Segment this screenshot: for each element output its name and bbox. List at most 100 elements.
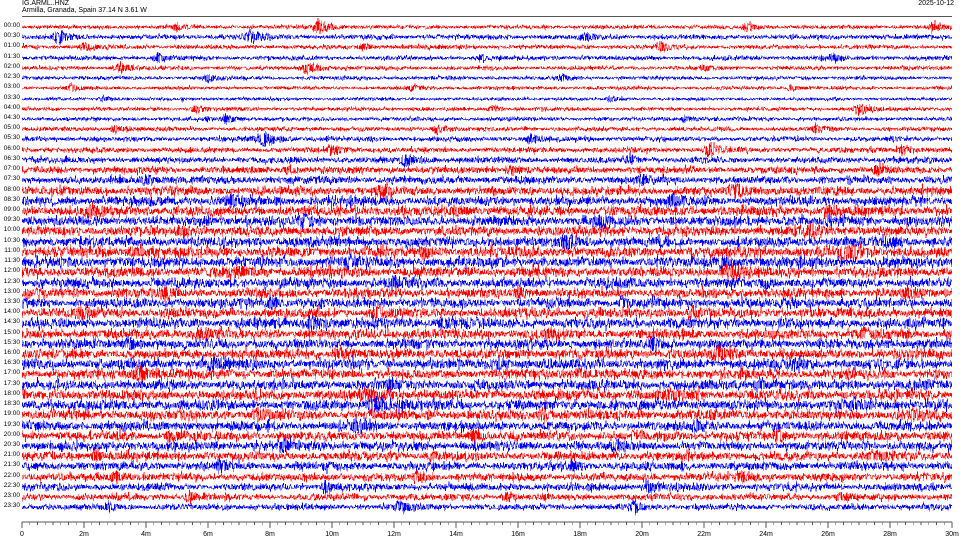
row-time-label: 01:30 (3, 52, 20, 60)
trace-row: 07:00 (0, 160, 960, 180)
seismic-trace (22, 406, 952, 425)
trace-row: 22:00 (0, 467, 960, 487)
seismic-trace (22, 285, 952, 302)
trace-row: 14:30 (0, 313, 960, 333)
header-divider (22, 16, 952, 17)
trace-row: 16:00 (0, 344, 960, 364)
axis-tick-label: 4m (141, 531, 151, 538)
trace-row: 20:00 (0, 426, 960, 446)
time-axis-svg: 0 2m 4m 6m 8m 10m 12m 14m 16m 18m 20m 22m 24m 26m 28m 3… (20, 521, 959, 538)
axis-tick-label: 0 (20, 531, 24, 538)
row-time-label: 20:30 (3, 441, 20, 449)
row-time-label: 22:00 (3, 471, 20, 479)
seismic-trace (22, 334, 952, 353)
seismic-trace (22, 233, 952, 251)
seismic-trace (22, 61, 952, 75)
row-time-label: 19:30 (3, 420, 20, 428)
axis-tick-label: 2m (79, 531, 89, 538)
seismic-trace (22, 131, 952, 148)
seismic-trace (22, 28, 952, 45)
trace-row: 19:00 (0, 405, 960, 425)
trace-row: 18:00 (0, 385, 960, 405)
trace-row: 01:00 (0, 37, 960, 57)
trace-row: 12:00 (0, 262, 960, 282)
axis-tick-label: 24m (759, 531, 773, 538)
seismic-trace (22, 41, 952, 53)
trace-row: 10:30 (0, 232, 960, 252)
trace-row: 06:30 (0, 150, 960, 170)
trace-row: 08:00 (0, 181, 960, 201)
row-time-label: 23:30 (3, 502, 20, 510)
trace-row: 14:00 (0, 303, 960, 323)
row-time-label: 05:30 (3, 134, 20, 142)
seismic-trace (22, 458, 952, 475)
row-time-label: 02:30 (3, 73, 20, 81)
row-time-label: 20:00 (3, 430, 20, 438)
axis-tick-label: 28m (883, 531, 897, 538)
row-time-label: 21:30 (3, 461, 20, 469)
seismic-trace (22, 448, 952, 464)
row-time-label: 03:30 (3, 93, 20, 101)
row-time-label: 08:30 (3, 195, 20, 203)
row-time-label: 18:30 (3, 400, 20, 408)
row-time-label: 01:00 (3, 42, 20, 50)
seismic-trace (22, 427, 952, 445)
seismic-trace (22, 385, 952, 404)
trace-row: 16:30 (0, 354, 960, 374)
time-axis: 0 2m 4m 6m 8m 10m 12m 14m 16m 18m 20m 22m 24m 26m 28m 3… (0, 512, 960, 540)
seismic-trace (22, 242, 952, 262)
row-time-label: 17:00 (3, 369, 20, 377)
row-time-label: 14:30 (3, 318, 20, 326)
seismic-trace (22, 469, 952, 485)
seismic-trace (22, 304, 952, 322)
seismic-trace (22, 355, 952, 374)
trace-row: 01:30 (0, 48, 960, 68)
seismic-trace (22, 17, 952, 35)
row-time-label: 13:00 (3, 287, 20, 295)
seismic-trace (22, 489, 952, 505)
trace-row: 21:30 (0, 456, 960, 476)
seismic-trace (22, 375, 952, 393)
row-time-label: 14:00 (3, 308, 20, 316)
trace-row: 17:30 (0, 375, 960, 395)
record-date: 2025-10-12 (918, 0, 954, 7)
seismic-trace (22, 253, 952, 272)
row-time-label: 10:00 (3, 226, 20, 234)
axis-tick-label: 14m (449, 531, 463, 538)
trace-row: 23:30 (0, 497, 960, 517)
trace-row: 15:00 (0, 324, 960, 344)
row-time-label: 16:30 (3, 359, 20, 367)
seismic-trace (22, 93, 952, 103)
seismic-trace (22, 324, 952, 342)
seismic-trace (22, 416, 952, 435)
seismic-trace (22, 212, 952, 231)
trace-row: 19:30 (0, 416, 960, 436)
row-time-label: 04:30 (3, 113, 20, 121)
seismic-trace (22, 499, 952, 516)
row-time-label: 23:00 (3, 492, 20, 500)
row-time-label: 13:30 (3, 297, 20, 305)
trace-row: 21:00 (0, 446, 960, 466)
row-time-label: 04:00 (3, 103, 20, 111)
seismic-trace (22, 263, 952, 282)
axis-tick-label: 12m (387, 531, 401, 538)
trace-row: 05:00 (0, 119, 960, 139)
seismic-trace (22, 396, 952, 414)
trace-row: 17:00 (0, 364, 960, 384)
axis-tick-label: 22m (697, 531, 711, 538)
trace-row: 20:30 (0, 436, 960, 456)
seismic-trace (22, 161, 952, 177)
seismic-trace (22, 73, 952, 84)
trace-row: 15:30 (0, 334, 960, 354)
trace-row: 02:30 (0, 68, 960, 88)
axis-tick-label: 6m (203, 531, 213, 538)
seismic-trace (22, 122, 952, 137)
trace-row: 09:30 (0, 211, 960, 231)
row-time-label: 12:30 (3, 277, 20, 285)
row-time-label: 02:00 (3, 62, 20, 70)
row-time-label: 06:30 (3, 154, 20, 162)
trace-row: 00:00 (0, 17, 960, 37)
row-time-label: 15:00 (3, 328, 20, 336)
trace-row: 22:30 (0, 477, 960, 497)
axis-tick-label: 16m (511, 531, 525, 538)
